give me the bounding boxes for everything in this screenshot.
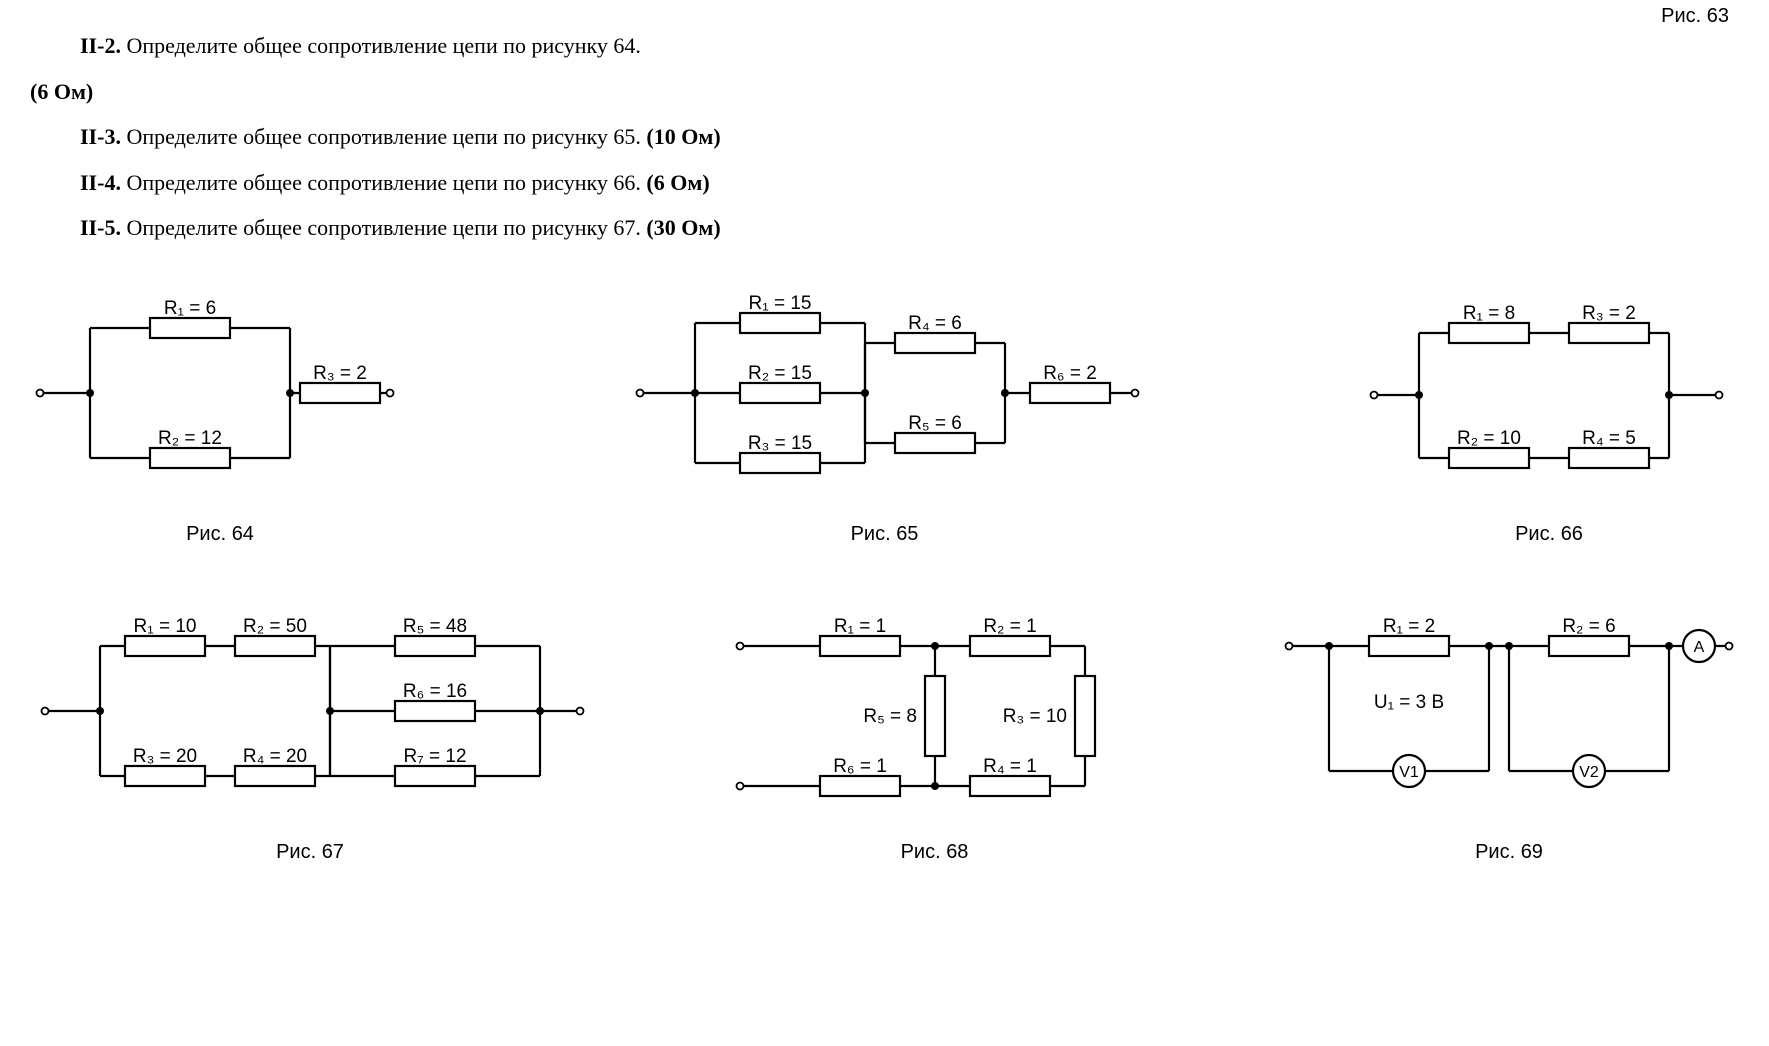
svg-text:R₂ = 10: R₂ = 10 (1457, 428, 1521, 449)
figure-66: R₁ = 8 R₃ = 2 R₂ = 10 R₄ = 5 Рис. 66 (1359, 278, 1739, 546)
svg-text:R₂ = 15: R₂ = 15 (748, 363, 812, 384)
svg-text:R₁ = 1: R₁ = 1 (833, 616, 885, 637)
problem-answer: (6 Ом) (30, 72, 1739, 112)
svg-text:R₄ = 20: R₄ = 20 (243, 746, 307, 767)
figure-65: R₁ = 15R₂ = 15R₃ = 15R₄ = 6R₅ = 6R₆ = 2 … (625, 278, 1145, 546)
problem-line: II-3. Определите общее сопротивление цеп… (80, 117, 1739, 157)
svg-text:U₁ = 3 В: U₁ = 3 В (1374, 692, 1444, 713)
svg-text:R₁ = 10: R₁ = 10 (134, 616, 197, 637)
svg-text:R₁ = 15: R₁ = 15 (748, 293, 811, 314)
svg-text:R₃ = 2: R₃ = 2 (1582, 303, 1636, 324)
cropped-caption: Рис. 63 (1661, 5, 1729, 28)
svg-text:A: A (1694, 639, 1705, 656)
svg-text:R₆ = 2: R₆ = 2 (1043, 363, 1097, 384)
svg-text:R₂ = 1: R₂ = 1 (983, 616, 1036, 637)
figure-69: R₁ = 2 R₂ = 6 A V1 U₁ = 3 В V2 Рис. 69 (1279, 596, 1739, 864)
svg-text:R₂ = 50: R₂ = 50 (243, 616, 307, 637)
svg-text:R₄ = 1: R₄ = 1 (983, 756, 1037, 777)
caption-64: Рис. 64 (30, 523, 410, 546)
svg-text:R₂ = 12: R₂ = 12 (158, 428, 222, 449)
svg-text:R₁ = 2: R₁ = 2 (1383, 616, 1435, 637)
svg-text:R₅ = 8: R₅ = 8 (863, 706, 917, 727)
caption-66: Рис. 66 (1359, 523, 1739, 546)
svg-text:R₃ = 10: R₃ = 10 (1002, 706, 1066, 727)
svg-text:R₅ = 6: R₅ = 6 (908, 413, 962, 434)
svg-text:R₄ = 5: R₄ = 5 (1582, 428, 1636, 449)
problem-list: II-2. Определите общее сопротивление цеп… (30, 26, 1739, 248)
caption-69: Рис. 69 (1279, 841, 1739, 864)
svg-text:R₃ = 20: R₃ = 20 (133, 746, 197, 767)
svg-text:V2: V2 (1579, 764, 1599, 781)
figures-row-1: R₁ = 6 R₂ = 12 R₃ = 2 Рис. 64 R₁ = 15 R₂ = … (30, 278, 1739, 546)
svg-text:R₁ = 8: R₁ = 8 (1463, 303, 1515, 324)
figure-64: R₁ = 6 R₂ = 12 R₃ = 2 Рис. 64 (30, 278, 410, 546)
caption-67: Рис. 67 (30, 841, 590, 864)
figure-68: R₁ = 1 R₂ = 1 R₆ = 1 R₄ = 1 R₅ = 8 R₃ = 10 Ри… (725, 596, 1145, 864)
svg-text:R₃ = 15: R₃ = 15 (747, 433, 811, 454)
figure-67: R₁ = 10 R₂ = 50 R₃ = 20 R₄ = 20 R₅ = 48 R₆ = … (30, 596, 590, 864)
figures-row-2: R₁ = 10 R₂ = 50 R₃ = 20 R₄ = 20 R₅ = 48 R₆ = … (30, 596, 1739, 864)
problem-line: II-5. Определите общее сопротивление цеп… (80, 208, 1739, 248)
svg-text:V1: V1 (1399, 764, 1419, 781)
svg-text:R₇ = 12: R₇ = 12 (403, 746, 466, 767)
svg-text:R₅ = 48: R₅ = 48 (403, 616, 467, 637)
caption-65: Рис. 65 (625, 523, 1145, 546)
problem-line: II-2. Определите общее сопротивление цеп… (80, 26, 1739, 66)
caption-68: Рис. 68 (725, 841, 1145, 864)
svg-text:R₁ = 6: R₁ = 6 (164, 298, 216, 319)
svg-text:R₆ = 1: R₆ = 1 (833, 756, 887, 777)
svg-text:R₃ = 2: R₃ = 2 (313, 363, 367, 384)
svg-text:R₆ = 16: R₆ = 16 (403, 681, 467, 702)
problem-line: II-4. Определите общее сопротивление цеп… (80, 163, 1739, 203)
svg-text:R₂ = 6: R₂ = 6 (1562, 616, 1615, 637)
svg-text:R₄ = 6: R₄ = 6 (908, 313, 962, 334)
